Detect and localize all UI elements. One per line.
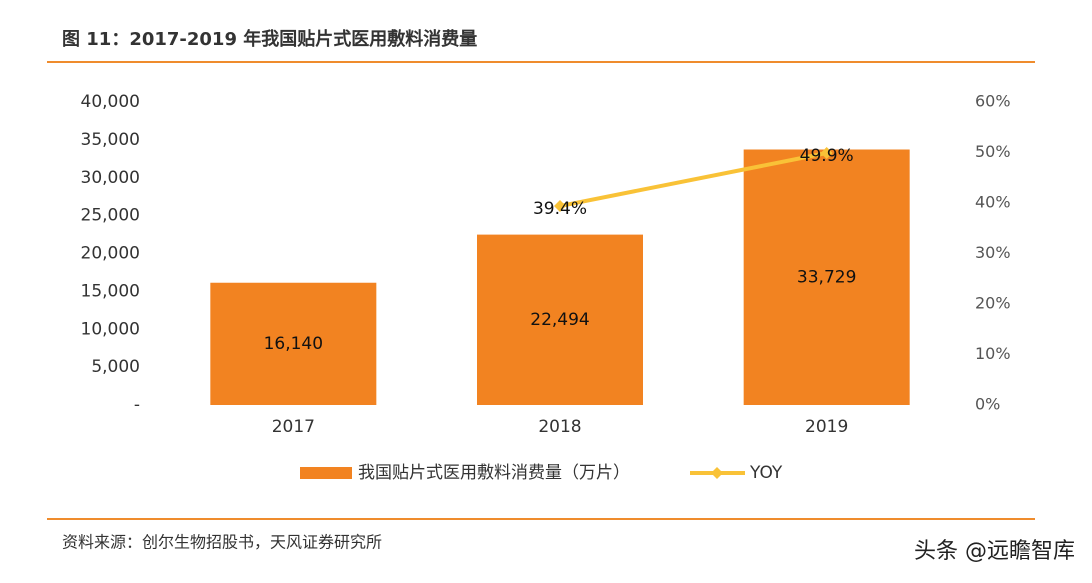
legend-marker: [711, 467, 723, 479]
y-tick-label: 35,000: [81, 130, 140, 150]
legend-label: YOY: [749, 463, 783, 483]
y2-tick-label: 30%: [975, 243, 1011, 262]
line-value-label: 39.4%: [533, 199, 587, 219]
chart-title: 图 11：2017-2019 年我国贴片式医用敷料消费量: [62, 28, 477, 50]
y-tick-label: 40,000: [81, 92, 140, 112]
y-tick-label: 15,000: [81, 281, 140, 301]
line-marker: [820, 147, 833, 160]
y2-tick-label: 40%: [975, 193, 1011, 212]
bar-value-label: 33,729: [797, 267, 856, 287]
y2-tick-label: 0%: [975, 395, 1000, 414]
line-value-label: 49.9%: [800, 146, 854, 166]
bar-value-label: 22,494: [530, 310, 589, 330]
x-tick-label: 2019: [805, 417, 848, 437]
legend-label: 我国贴片式医用敷料消费量（万片）: [358, 463, 630, 483]
y-tick-label: 25,000: [81, 206, 140, 226]
watermark: 头条 @远瞻智库: [914, 539, 1075, 564]
bar: [210, 282, 377, 405]
y2-tick-label: 50%: [975, 142, 1011, 161]
y2-tick-label: 10%: [975, 344, 1011, 363]
y-tick-label: 20,000: [81, 244, 140, 264]
y2-tick-label: 20%: [975, 294, 1011, 313]
line-marker: [554, 200, 566, 213]
x-tick-label: 2017: [272, 417, 315, 437]
y-tick-label: 30,000: [81, 168, 140, 188]
y2-tick-label: 60%: [975, 92, 1011, 111]
bar-value-label: 16,140: [264, 334, 323, 354]
bar: [743, 149, 910, 405]
source-note: 资料来源：创尔生物招股书，天风证券研究所: [62, 533, 382, 552]
y-tick-label: 5,000: [91, 357, 140, 377]
y-tick-label: -: [134, 395, 140, 415]
line: [559, 151, 828, 208]
y-tick-label: 10,000: [81, 319, 140, 339]
legend-swatch: [300, 467, 352, 479]
bar: [477, 234, 643, 405]
x-tick-label: 2018: [538, 417, 581, 437]
